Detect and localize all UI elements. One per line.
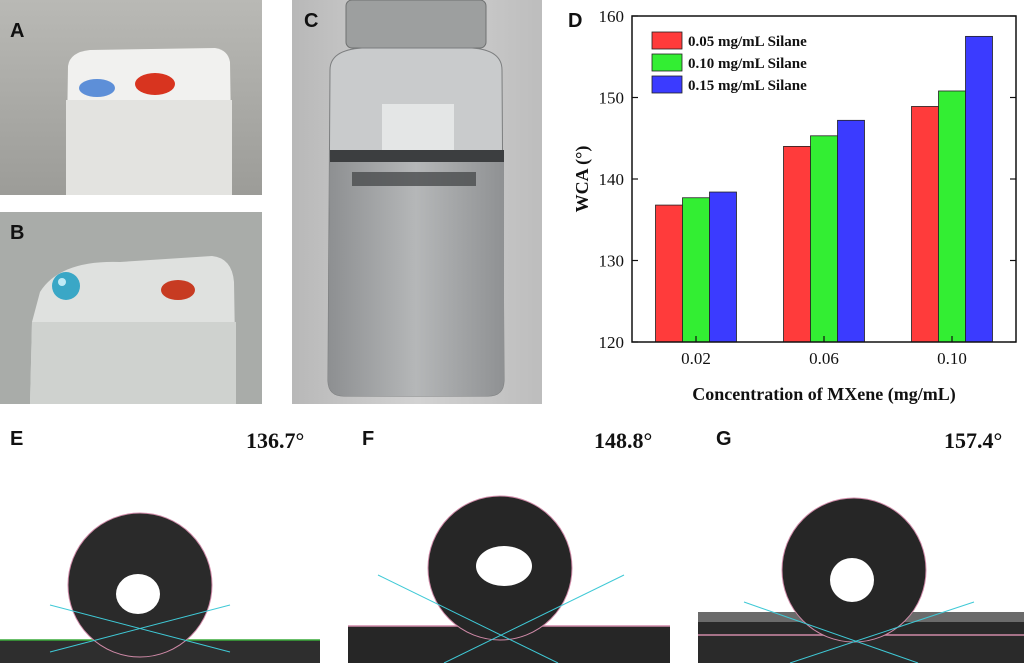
bar xyxy=(938,90,966,343)
y-axis-label: WCA (°) xyxy=(572,146,593,213)
photo-c-illustration xyxy=(292,0,542,404)
bar xyxy=(911,106,939,343)
droplet-g-illustration xyxy=(698,470,1024,663)
contact-angle-g: 157.4° xyxy=(944,428,1003,453)
y-tick-label: 140 xyxy=(599,170,625,189)
panel-label-f: F xyxy=(362,428,375,450)
legend-swatch xyxy=(651,31,683,50)
legend-label: 0.05 mg/mL Silane xyxy=(688,34,807,50)
x-axis-label: Concentration of MXene (mg/mL) xyxy=(692,384,955,405)
bar xyxy=(682,197,710,343)
contact-angle-e: 136.7° xyxy=(246,428,305,453)
y-tick-label: 150 xyxy=(599,89,625,108)
legend-swatch xyxy=(651,75,683,94)
bar xyxy=(783,145,811,343)
photo-b-sponge-bead xyxy=(0,212,262,404)
panel-label-c: C xyxy=(304,10,319,32)
photo-c-vial xyxy=(292,0,542,404)
photo-a-illustration xyxy=(0,0,262,195)
y-tick-label: 130 xyxy=(599,252,625,271)
y-tick-label: 120 xyxy=(599,333,625,352)
droplet-f-illustration xyxy=(348,470,670,663)
panel-label-d: D xyxy=(568,10,583,32)
x-tick-label: 0.10 xyxy=(937,349,967,368)
panel-label-g: G xyxy=(716,428,732,450)
bar xyxy=(810,135,838,343)
bar xyxy=(709,191,737,343)
bar xyxy=(965,35,993,343)
photo-b-illustration xyxy=(0,212,262,404)
x-tick-label: 0.02 xyxy=(681,349,711,368)
legend-swatch xyxy=(651,53,683,72)
legend-label: 0.15 mg/mL Silane xyxy=(688,78,807,94)
photo-a-sponge-droplets xyxy=(0,0,262,195)
panel-label-a: A xyxy=(10,20,25,42)
contact-angle-f: 148.8° xyxy=(594,428,653,453)
wca-bar-chart: 120 130 140 150 160 0.02 0.06 0.10 Concentration… xyxy=(572,7,1017,405)
x-tick-label: 0.06 xyxy=(809,349,839,368)
droplet-image-f xyxy=(348,470,670,663)
droplet-image-e xyxy=(0,470,320,663)
bar xyxy=(655,204,683,343)
droplet-image-g xyxy=(698,470,1024,663)
bar xyxy=(837,119,865,343)
y-tick-label: 160 xyxy=(599,7,625,26)
droplet-e-illustration xyxy=(0,470,320,663)
panel-label-b: B xyxy=(10,222,25,244)
legend-label: 0.10 mg/mL Silane xyxy=(688,56,807,72)
panel-label-e: E xyxy=(10,428,24,450)
